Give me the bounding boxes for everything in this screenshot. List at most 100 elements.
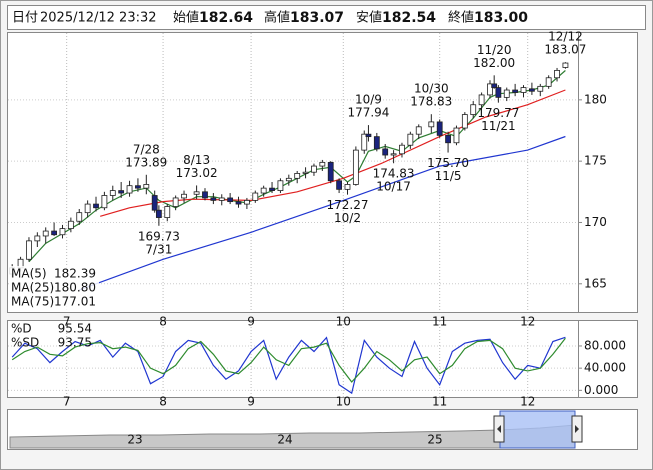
navigator-selection[interactable]	[499, 410, 576, 449]
candle-body	[503, 89, 510, 98]
candle-body	[382, 148, 389, 156]
series-line	[79, 135, 566, 291]
candle-body	[151, 195, 158, 211]
candle-body	[319, 161, 326, 167]
annotation-value: 173.89	[125, 155, 167, 169]
annotation-value: 178.83	[410, 95, 452, 109]
candle-body	[537, 85, 544, 92]
candle-body	[407, 133, 414, 146]
x-tick-label: 11	[432, 395, 447, 409]
header-value: 2025/12/12 23:32	[40, 11, 157, 26]
legend-value: 180.80	[54, 281, 96, 295]
candle-body	[470, 104, 477, 115]
candle-body	[491, 83, 498, 88]
y-tick-label: 180	[584, 92, 607, 106]
annotation-value: 182.00	[473, 56, 515, 70]
header-label: 安値	[356, 10, 382, 26]
candle-body	[269, 187, 275, 191]
candle-body	[390, 153, 397, 156]
legend-label: MA(5)	[11, 267, 47, 281]
annotation-value: 174.83	[373, 167, 415, 181]
y-tick-label: 165	[584, 276, 607, 290]
candle-body	[285, 177, 292, 182]
candle-body	[51, 230, 58, 236]
candle-body	[327, 161, 334, 182]
candle-body	[218, 197, 225, 201]
header-label: 日付	[12, 11, 38, 26]
candle-body	[172, 197, 179, 207]
annotation-date: 11/21	[481, 119, 516, 133]
candle-body	[84, 203, 91, 214]
legend-box	[9, 266, 99, 310]
candle-body	[528, 88, 535, 92]
candle-body	[495, 87, 502, 98]
header-label: 高値	[264, 10, 290, 26]
series-line	[11, 336, 566, 395]
candle-body	[461, 114, 468, 129]
candle-body	[415, 126, 422, 135]
legend-value: 93.75	[58, 336, 92, 350]
annotation-value: 172.27	[326, 198, 368, 212]
candle-body	[164, 206, 171, 218]
candle-body	[252, 192, 259, 201]
legend-label: MA(75)	[11, 295, 54, 309]
legend-label: %D	[11, 322, 32, 336]
candle-body	[155, 209, 162, 218]
candle-body	[336, 180, 343, 190]
x-tick-label: 9	[247, 395, 255, 409]
annotation-date: 12/12	[548, 30, 583, 44]
candle-body	[361, 133, 368, 151]
legend-value: 177.01	[54, 295, 96, 309]
navigator-label: 23	[127, 433, 142, 447]
candle-body	[34, 235, 41, 242]
header-bar	[7, 5, 646, 30]
header-value: 182.64	[199, 10, 253, 26]
navigator-label: 24	[277, 433, 292, 447]
candle-body	[445, 135, 451, 144]
candle-body	[26, 240, 32, 260]
y-tick-label: 80.000	[584, 338, 626, 352]
x-tick-label: 8	[159, 395, 167, 409]
header-value: 183.07	[290, 10, 344, 26]
annotation-date: 10/2	[334, 211, 361, 225]
candle-body	[277, 180, 284, 191]
candle-body	[428, 121, 435, 128]
candle-body	[67, 220, 74, 230]
candle-body	[59, 228, 66, 236]
x-tick-label: 12	[520, 395, 535, 409]
candle-body	[344, 184, 351, 190]
candle-body	[352, 149, 359, 185]
candle-body	[235, 201, 242, 205]
candle-body	[365, 133, 372, 138]
candle-body	[311, 165, 317, 173]
candle-body	[512, 89, 519, 93]
candle-body	[487, 83, 493, 96]
stoch-panel	[7, 320, 638, 398]
annotation-value: 175.70	[427, 156, 469, 170]
candle-body	[562, 62, 569, 68]
y-tick-label: 0.000	[584, 383, 618, 397]
candle-body	[520, 87, 527, 93]
handle-arrow	[575, 425, 579, 433]
annotation-date: 11/5	[435, 169, 462, 183]
candle-body	[436, 121, 443, 136]
handle-arrow	[497, 425, 501, 433]
annotation-value: 173.02	[176, 166, 218, 180]
annotation-value: 177.94	[347, 106, 389, 120]
main-panel	[7, 32, 638, 313]
annotation-value: 179.77	[477, 106, 519, 120]
y-tick-label: 170	[584, 215, 607, 229]
annotation-date: 10/9	[355, 93, 382, 107]
candle-body	[135, 185, 141, 189]
candle-body	[93, 203, 99, 209]
candle-body	[118, 190, 125, 194]
annotation-date: 10/17	[376, 180, 411, 194]
candle-body	[126, 185, 133, 194]
x-tick-label: 10	[336, 395, 351, 409]
candle-body	[227, 197, 234, 203]
candle-body	[76, 212, 83, 222]
y-tick-label: 175	[584, 154, 607, 168]
candle-body	[42, 230, 49, 237]
